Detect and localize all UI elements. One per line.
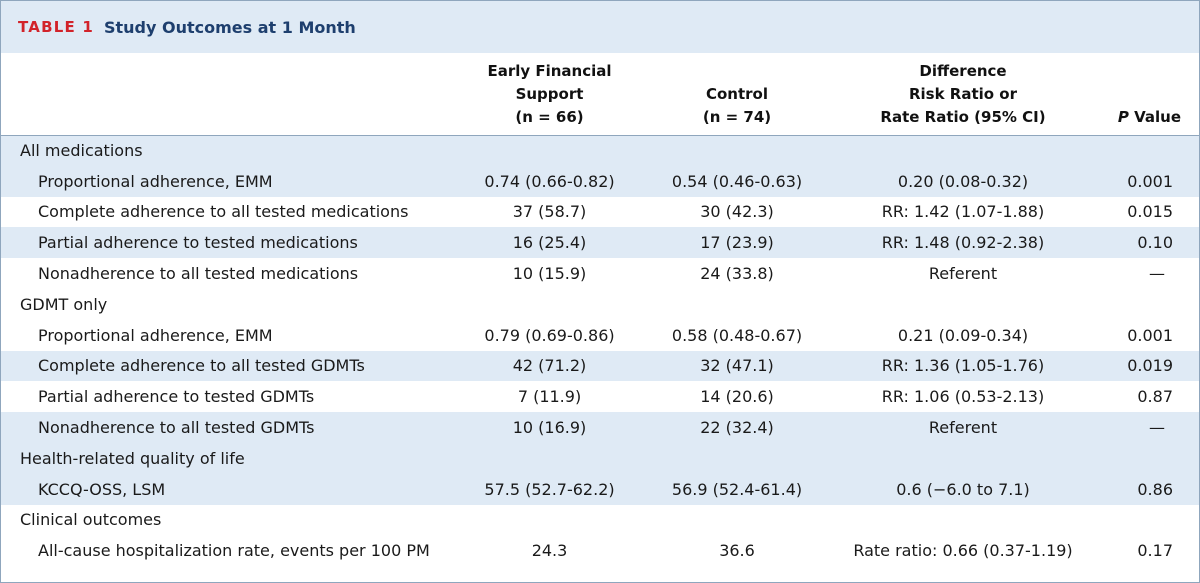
header-control: Control (n = 74) (643, 53, 831, 136)
header-blank (1, 53, 456, 136)
row-label: Partial adherence to tested GDMTs (38, 387, 315, 407)
cell-p-value: — (1095, 412, 1199, 443)
section-row: GDMT only (1, 289, 1199, 320)
header-line: (n = 74) (702, 107, 772, 126)
section-row: Health-related quality of life (1, 442, 1199, 474)
cell-difference: Referent (928, 264, 998, 284)
cell-difference: RR: 1.48 (0.92-2.38) (831, 227, 1095, 259)
cell-p-value: 0.86 (1095, 473, 1199, 505)
section-title: Health-related quality of life (1, 442, 1199, 474)
cell-difference: RR: 1.36 (1.05-1.76) (831, 350, 1095, 382)
cell-early-financial-support: 0.74 (0.66-0.82) (456, 165, 643, 197)
cell-difference: 0.20 (0.08-0.32) (831, 165, 1095, 197)
table-body: All medications Proportional adherence, E… (1, 135, 1199, 566)
table-row: Partial adherence to tested medications 1… (1, 227, 1199, 259)
row-label: Nonadherence to all tested GDMTs (1, 412, 456, 443)
header-line: Rate Ratio (95% CI) (880, 107, 1046, 126)
table-row: All-cause hospitalization rate, events p… (1, 535, 1199, 566)
cell-difference: Rate ratio: 0.66 (0.37-1.19) (853, 541, 1073, 561)
row-label: Partial adherence to tested medications (1, 227, 456, 259)
row-label: KCCQ-OSS, LSM (1, 473, 456, 505)
cell-control: 56.9 (52.4-61.4) (643, 473, 831, 505)
cell-control: 0.54 (0.46-0.63) (643, 165, 831, 197)
cell-control: 17 (23.9) (643, 227, 831, 259)
table-label: TABLE 1 (18, 18, 94, 36)
table-row: Proportional adherence, EMM 0.79 (0.69-0.… (1, 320, 1199, 351)
cell-control: 0.58 (0.48-0.67) (671, 325, 803, 345)
cell-p-value: 0.015 (1127, 202, 1173, 222)
header-line: Control (705, 84, 768, 103)
table-title-bar: TABLE 1 Study Outcomes at 1 Month (1, 1, 1199, 53)
cell-control: 36.6 (719, 541, 755, 561)
row-label: Complete adherence to all tested medicat… (38, 202, 409, 222)
section-title: GDMT only (20, 294, 108, 314)
row-label: Proportional adherence, EMM (38, 325, 273, 345)
p-value-rest: Value (1128, 107, 1181, 126)
section-row: All medications (1, 135, 1199, 166)
cell-early-financial-support: 0.79 (0.69-0.86) (484, 325, 615, 345)
cell-early-financial-support: 7 (11.9) (517, 387, 582, 407)
cell-difference: 0.6 (−6.0 to 7.1) (831, 473, 1095, 505)
table-row: Complete adherence to all tested GDMTs 42… (1, 350, 1199, 382)
table-row: Nonadherence to all tested GDMTs 10 (16.9… (1, 412, 1199, 443)
cell-early-financial-support: 37 (58.7) (512, 202, 587, 222)
row-label: All-cause hospitalization rate, events p… (38, 541, 430, 561)
cell-difference: RR: 1.42 (1.07-1.88) (881, 202, 1045, 222)
outcomes-table: Early Financial Support (n = 66) Control… (1, 53, 1199, 566)
cell-early-financial-support: 16 (25.4) (456, 227, 643, 259)
section-row: Clinical outcomes (1, 505, 1199, 536)
cell-p-value: 0.001 (1127, 325, 1173, 345)
cell-control: 22 (32.4) (643, 412, 831, 443)
cell-control: 14 (20.6) (700, 387, 774, 407)
cell-p-value: 0.019 (1095, 350, 1199, 382)
header-line: Early Financial (487, 61, 612, 80)
cell-p-value: 0.001 (1095, 165, 1199, 197)
cell-early-financial-support: 57.5 (52.7-62.2) (456, 473, 643, 505)
table-title: Study Outcomes at 1 Month (103, 17, 356, 37)
header-line: Difference (919, 61, 1007, 80)
section-title: Clinical outcomes (20, 510, 162, 530)
table-row: Proportional adherence, EMM 0.74 (0.66-0.… (1, 165, 1199, 197)
header-line: P Value (1099, 106, 1181, 129)
section-title: All medications (1, 135, 1199, 166)
cell-control: 30 (42.3) (700, 202, 774, 222)
row-label: Proportional adherence, EMM (1, 165, 456, 197)
header-line: Support (515, 84, 584, 103)
cell-early-financial-support: 42 (71.2) (456, 350, 643, 382)
cell-difference: RR: 1.06 (0.53-2.13) (881, 387, 1045, 407)
table-row: KCCQ-OSS, LSM 57.5 (52.7-62.2) 56.9 (52.4-… (1, 473, 1199, 505)
cell-p-value: 0.87 (1137, 387, 1173, 407)
header-line: Risk Ratio or (908, 84, 1018, 103)
header-line: (n = 66) (515, 107, 584, 126)
cell-early-financial-support: 10 (16.9) (456, 412, 643, 443)
row-label: Nonadherence to all tested medications (38, 264, 359, 284)
cell-p-value: 0.10 (1095, 227, 1199, 259)
row-label: Complete adherence to all tested GDMTs (1, 350, 456, 382)
cell-difference: 0.21 (0.09-0.34) (897, 325, 1029, 345)
cell-control: 32 (47.1) (643, 350, 831, 382)
p-italic: P (1117, 107, 1129, 126)
cell-early-financial-support: 10 (15.9) (512, 264, 587, 284)
cell-p-value: 0.17 (1137, 541, 1173, 561)
header-early-financial-support: Early Financial Support (n = 66) (456, 53, 643, 136)
cell-p-value: — (1149, 264, 1165, 284)
header-difference: Difference Risk Ratio or Rate Ratio (95%… (831, 53, 1095, 136)
header-row: Early Financial Support (n = 66) Control… (1, 53, 1199, 136)
cell-control: 24 (33.8) (700, 264, 774, 284)
header-p-value: P Value (1095, 53, 1199, 136)
table-row: Complete adherence to all tested medicat… (1, 197, 1199, 228)
table-row: Partial adherence to tested GDMTs 7 (11.9… (1, 381, 1199, 412)
table-row: Nonadherence to all tested medications 10… (1, 258, 1199, 289)
cell-early-financial-support: 24.3 (531, 541, 568, 561)
cell-difference: Referent (831, 412, 1095, 443)
